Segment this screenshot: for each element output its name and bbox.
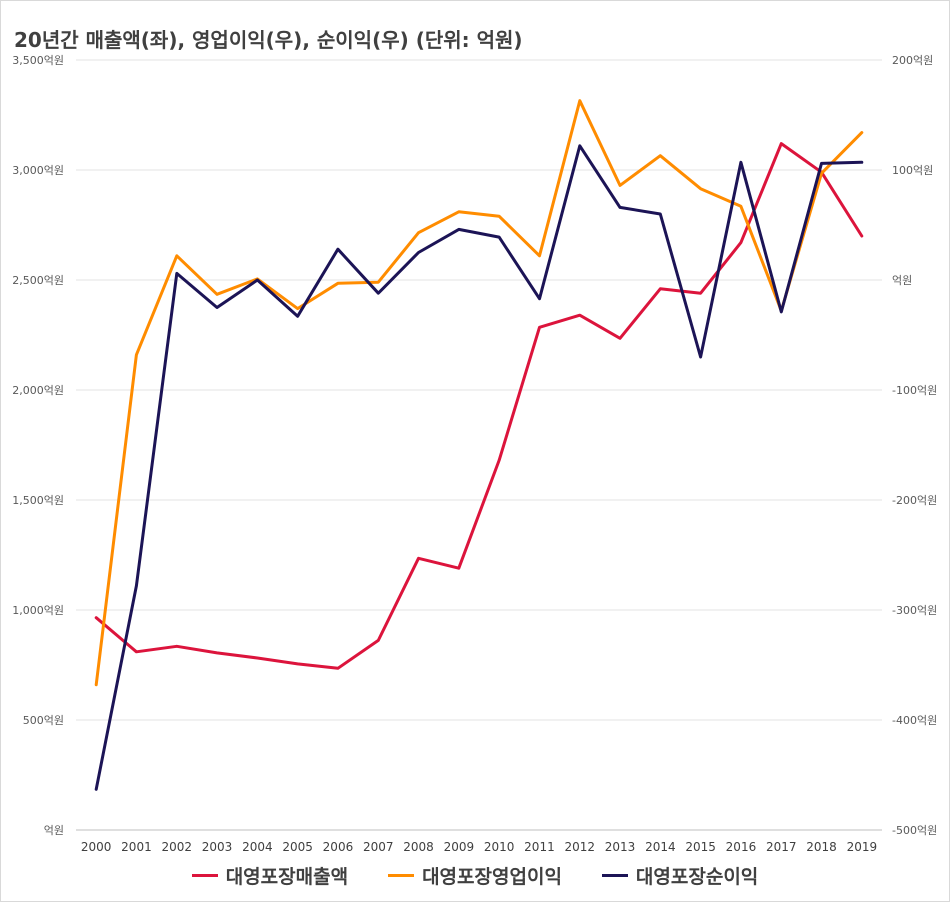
right-tick-label: -100억원: [892, 384, 937, 397]
x-axis-ticks: 2000 2001 2002 2003 2004 2005 2006 2007 2008 2009…: [81, 840, 877, 854]
left-tick-label: 1,500억원: [12, 494, 64, 507]
series-line-1: [94, 142, 864, 670]
x-tick-label: 2013: [605, 840, 636, 854]
x-tick-label: 2007: [363, 840, 394, 854]
x-tick-label: 2012: [564, 840, 595, 854]
x-tick-label: 2008: [403, 840, 434, 854]
left-tick-label: 3,000억원: [12, 164, 64, 177]
left-tick-label: 억원: [44, 824, 64, 837]
series-line-3: [94, 144, 864, 791]
x-tick-label: 2017: [766, 840, 797, 854]
legend-item: 대영포장영업이익: [388, 862, 562, 889]
x-tick-label: 2016: [726, 840, 757, 854]
x-tick-label: 2011: [524, 840, 555, 854]
x-tick-label: 2006: [323, 840, 354, 854]
right-tick-label: -500억원: [892, 824, 937, 837]
x-tick-label: 2005: [282, 840, 313, 854]
x-tick-label: 2018: [806, 840, 837, 854]
x-tick-label: 2002: [161, 840, 192, 854]
series-lines: [94, 99, 864, 791]
x-tick-label: 2009: [444, 840, 475, 854]
right-tick-label: -200억원: [892, 494, 937, 507]
legend-swatch: [388, 874, 415, 877]
x-tick-label: 2003: [202, 840, 233, 854]
gridlines: [76, 59, 882, 831]
left-tick-label: 500억원: [23, 714, 64, 727]
right-tick-label: 억원: [892, 274, 912, 287]
legend-label: 대영포장영업이익: [422, 866, 562, 888]
right-tick-label: 100억원: [892, 164, 933, 177]
left-tick-label: 1,000억원: [12, 604, 64, 617]
x-tick-label: 2014: [645, 840, 676, 854]
x-tick-label: 2015: [685, 840, 716, 854]
right-tick-label: -400억원: [892, 714, 937, 727]
legend-label: 대영포장순이익: [635, 866, 759, 888]
x-tick-label: 2004: [242, 840, 273, 854]
legend-swatch: [601, 874, 628, 877]
left-tick-label: 2,500억원: [12, 274, 64, 287]
x-tick-label: 2010: [484, 840, 515, 854]
right-tick-label: 200억원: [892, 54, 933, 67]
legend-item: 대영포장매출액: [191, 862, 349, 889]
legend-label: 대영포장매출액: [225, 866, 349, 888]
left-tick-label: 3,500억원: [12, 54, 64, 67]
legend-swatch: [191, 874, 218, 877]
chart-title: 20년간 매출액(좌), 영업이익(우), 순이익(우) (단위: 억원): [14, 28, 523, 52]
right-tick-label: -300억원: [892, 604, 937, 617]
right-axis-ticks: -500억원 -400억원 -300억원 -200억원 -100억원 억원 100억원 200…: [892, 54, 937, 837]
x-tick-label: 2000: [81, 840, 112, 854]
left-axis-ticks: 억원 500억원 1,000억원 1,500억원 2,000억원 2,500억원 3,000…: [12, 54, 64, 837]
series-line-2: [94, 99, 864, 687]
legend-item: 대영포장순이익: [601, 862, 759, 889]
x-tick-label: 2019: [847, 840, 878, 854]
x-tick-label: 2001: [121, 840, 152, 854]
left-tick-label: 2,000억원: [12, 384, 64, 397]
legend: 대영포장매출액 대영포장영업이익 대영포장순이익: [0, 862, 950, 889]
